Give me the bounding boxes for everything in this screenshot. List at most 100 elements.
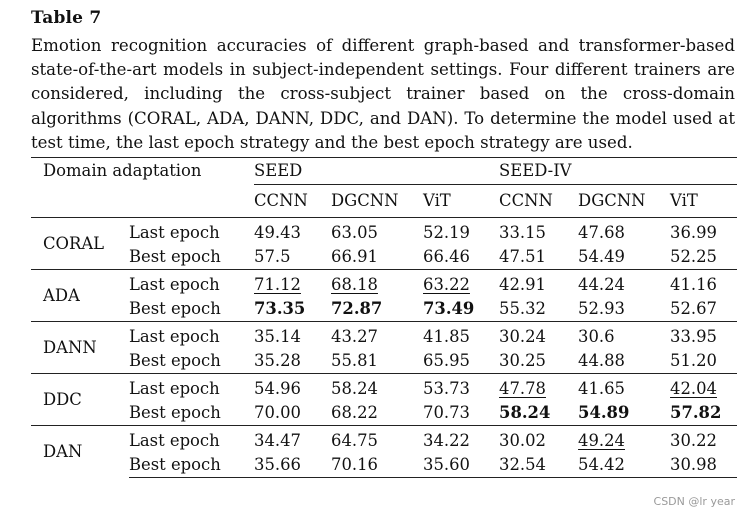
table-row: Best epoch 35.66 70.16 35.60 32.54 54.42 30.98: [31, 453, 738, 478]
header-model: DGCNN: [578, 184, 671, 218]
table-cell: 70.00: [254, 401, 331, 426]
table-cell: 71.12: [254, 269, 332, 297]
accuracy-value: 42.91: [499, 275, 546, 294]
accuracy-value: 65.95: [423, 351, 470, 370]
accuracy-value: 35.60: [423, 455, 470, 474]
table-cell: 57.82: [670, 401, 737, 426]
method-name: CORAL: [31, 217, 129, 270]
table-cell: 52.19: [423, 217, 500, 245]
strategy-label: Last epoch: [129, 425, 255, 453]
table-cell: 72.87: [331, 297, 423, 322]
table-cell: 49.43: [254, 217, 332, 245]
table-cell: 58.24: [331, 373, 424, 401]
table-cell: 66.91: [331, 245, 423, 270]
table-cell: 49.24: [578, 425, 671, 453]
accuracy-value: 70.16: [331, 455, 378, 474]
accuracy-value: 54.96: [254, 379, 301, 398]
table-cell: 41.16: [670, 269, 738, 297]
table-cell: 41.65: [578, 373, 671, 401]
accuracy-value: 66.91: [331, 247, 378, 266]
accuracy-value: 68.22: [331, 403, 378, 422]
table-cell: 32.54: [499, 453, 579, 478]
accuracy-value: 30.98: [670, 455, 717, 474]
accuracy-value: 63.05: [331, 223, 378, 242]
table-cell: 30.25: [499, 349, 578, 374]
table-cell: 52.25: [670, 245, 737, 270]
table-cell: 30.02: [499, 425, 579, 453]
accuracy-value: 49.24: [578, 431, 625, 450]
table-cell: 55.32: [499, 297, 578, 322]
watermark: CSDN @lr year: [653, 495, 735, 508]
method-name: ADA: [31, 269, 129, 322]
accuracy-value: 52.67: [670, 299, 717, 318]
table-row: Best epoch 70.00 68.22 70.73 58.24 54.89 57.82: [31, 401, 737, 426]
accuracy-value: 43.27: [331, 327, 378, 346]
accuracy-value: 66.46: [423, 247, 470, 266]
strategy-label: Best epoch: [129, 299, 221, 318]
strategy-label: Best epoch: [129, 403, 221, 422]
accuracy-value: 68.18: [331, 275, 378, 294]
table-cell: 47.78: [499, 373, 579, 401]
table-row: CORAL Last epoch 49.43 63.05 52.19 33.15 47.68…: [31, 217, 738, 270]
accuracy-value: 35.28: [254, 351, 301, 370]
accuracy-value: 35.14: [254, 327, 301, 346]
accuracy-value: 44.24: [578, 275, 625, 294]
table-cell: 34.22: [423, 425, 500, 453]
accuracy-value: 54.42: [578, 455, 625, 474]
table-cell: 68.18: [331, 269, 424, 297]
table-cell: 35.28: [254, 349, 331, 374]
table-cell: 54.96: [254, 373, 332, 401]
accuracy-value: 41.65: [578, 379, 625, 398]
table-cell: 33.95: [670, 321, 738, 349]
table-cell: 47.51: [499, 245, 578, 270]
accuracy-value: 71.12: [254, 275, 301, 294]
accuracy-value: 30.22: [670, 431, 717, 450]
accuracy-value: 55.81: [331, 351, 378, 370]
strategy-label: Last epoch: [129, 269, 255, 297]
table-cell: 34.47: [254, 425, 332, 453]
table-cell: 63.05: [331, 217, 424, 245]
header-row-models: CCNN DGCNN ViT CCNN DGCNN ViT: [31, 184, 738, 218]
method-name: DANN: [31, 321, 129, 374]
accuracy-value: 70.73: [423, 403, 470, 422]
table-row: Best epoch 57.5 66.91 66.46 47.51 54.49 52.25: [31, 245, 737, 270]
accuracy-value: 33.15: [499, 223, 546, 242]
table-cell: 30.22: [670, 425, 738, 453]
header-corner: Domain adaptation: [31, 157, 255, 185]
accuracy-value: 47.68: [578, 223, 625, 242]
table-cell: 30.98: [670, 453, 738, 478]
header-model: CCNN: [499, 184, 579, 218]
table-caption: Emotion recognition accuracies of differ…: [31, 36, 735, 152]
header-model: ViT: [670, 184, 738, 218]
header-row-datasets: Domain adaptation SEED SEED-IV: [31, 157, 738, 185]
table-cell: 63.22: [423, 269, 500, 297]
method-name: DDC: [31, 373, 129, 426]
table-cell: 52.67: [670, 297, 737, 322]
table-cell: 68.22: [331, 401, 423, 426]
accuracy-value: 41.16: [670, 275, 717, 294]
accuracy-value: 52.19: [423, 223, 470, 242]
table-row: DDC Last epoch 54.96 58.24 53.73 47.78 41.65 42…: [31, 373, 738, 426]
header-model: DGCNN: [331, 184, 424, 218]
accuracy-value: 34.47: [254, 431, 301, 450]
table-cell: 52.93: [578, 297, 670, 322]
table-row: DANN Last epoch 35.14 43.27 41.85 30.24 30.6 33…: [31, 321, 738, 374]
table-cell: 44.88: [578, 349, 670, 374]
accuracy-value: 52.25: [670, 247, 717, 266]
accuracy-value: 47.51: [499, 247, 546, 266]
table-cell: 44.24: [578, 269, 671, 297]
strategy-label: Last epoch: [129, 321, 255, 349]
table-cell: 64.75: [331, 425, 424, 453]
table-cell: 54.42: [578, 453, 671, 478]
table-cell: 35.60: [423, 453, 500, 478]
accuracy-value: 30.25: [499, 351, 546, 370]
accuracy-value: 32.54: [499, 455, 546, 474]
table-cell: 70.73: [423, 401, 499, 426]
table-cell: 42.91: [499, 269, 579, 297]
strategy-label: Best epoch: [129, 351, 221, 370]
table-row: Best epoch 35.28 55.81 65.95 30.25 44.88 51.20: [31, 349, 737, 374]
results-table: Domain adaptation SEED SEED-IV CCNN DGCN…: [31, 157, 738, 478]
table-cell: 51.20: [670, 349, 737, 374]
accuracy-value: 73.49: [423, 299, 475, 318]
accuracy-value: 42.04: [670, 379, 717, 398]
